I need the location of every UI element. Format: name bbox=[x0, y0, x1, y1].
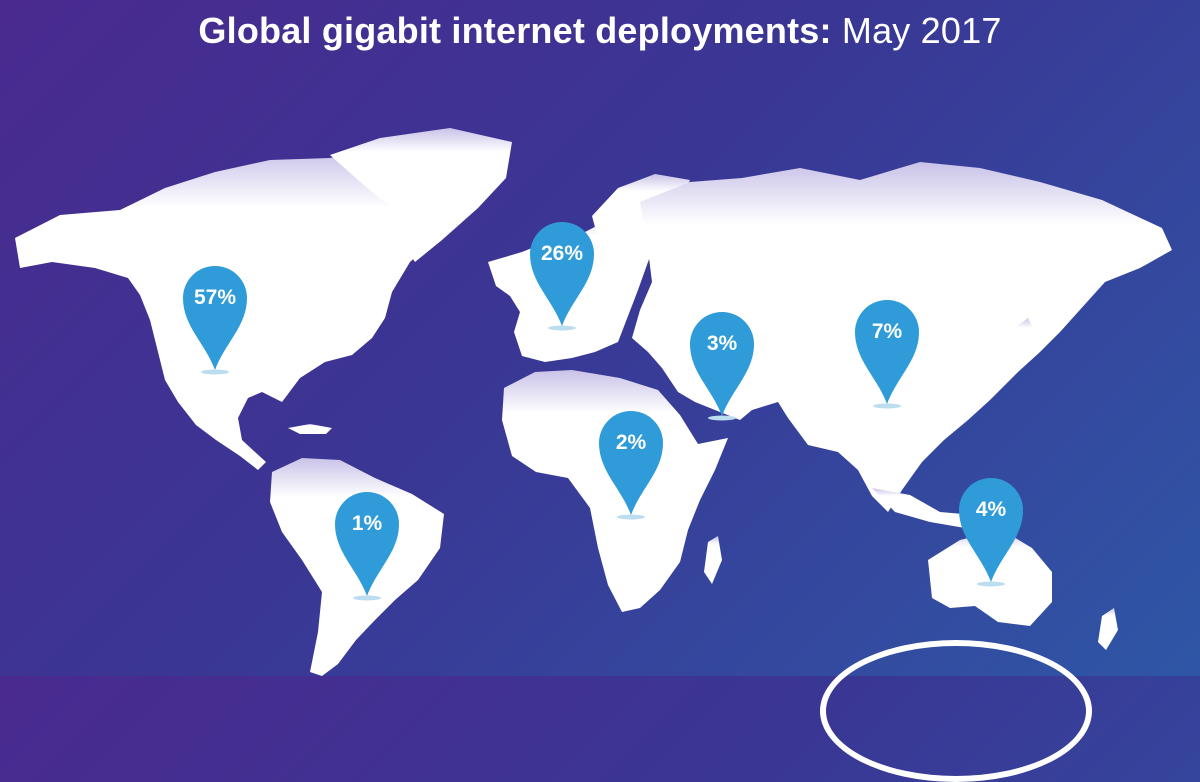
map-title: Global gigabit internet deployments: May… bbox=[0, 10, 1200, 52]
title-main: Global gigabit internet deployments: bbox=[198, 10, 832, 51]
landmass-new-zealand bbox=[1098, 608, 1118, 650]
landmass-caribbean bbox=[288, 424, 332, 434]
map-pin-shadow-oceania bbox=[977, 581, 1005, 587]
world-map bbox=[15, 128, 1172, 676]
pin-label-africa: 2% bbox=[615, 431, 647, 454]
map-pin-north-america bbox=[183, 266, 247, 370]
title-date: May 2017 bbox=[841, 10, 1002, 51]
pin-label-asia: 7% bbox=[871, 320, 903, 343]
map-pin-africa bbox=[599, 411, 663, 515]
map-pin-shadow-north-america bbox=[201, 369, 229, 375]
landmass-madagascar bbox=[704, 536, 722, 584]
map-pin-asia bbox=[855, 300, 919, 404]
pin-label-north-america: 57% bbox=[193, 286, 237, 309]
map-pin-europe bbox=[530, 222, 594, 326]
map-pin-shadow-europe bbox=[548, 325, 576, 331]
landmass-greenland bbox=[330, 128, 512, 262]
pin-label-oceania: 4% bbox=[975, 498, 1007, 521]
map-pin-shadow-middle-east bbox=[708, 415, 736, 421]
bottom-ring-decoration bbox=[820, 640, 1092, 782]
map-pin-oceania bbox=[959, 478, 1023, 582]
map-pin-south-america bbox=[335, 492, 399, 596]
pin-label-south-america: 1% bbox=[351, 512, 383, 535]
map-pin-shadow-asia bbox=[873, 403, 901, 409]
landmass-japan bbox=[1002, 318, 1038, 372]
pin-label-europe: 26% bbox=[540, 242, 584, 265]
map-pin-shadow-africa bbox=[617, 514, 645, 520]
map-pin-shadow-south-america bbox=[353, 595, 381, 601]
landmass-africa bbox=[502, 370, 728, 612]
map-pin-middle-east bbox=[690, 312, 754, 416]
pin-label-middle-east: 3% bbox=[706, 332, 738, 355]
